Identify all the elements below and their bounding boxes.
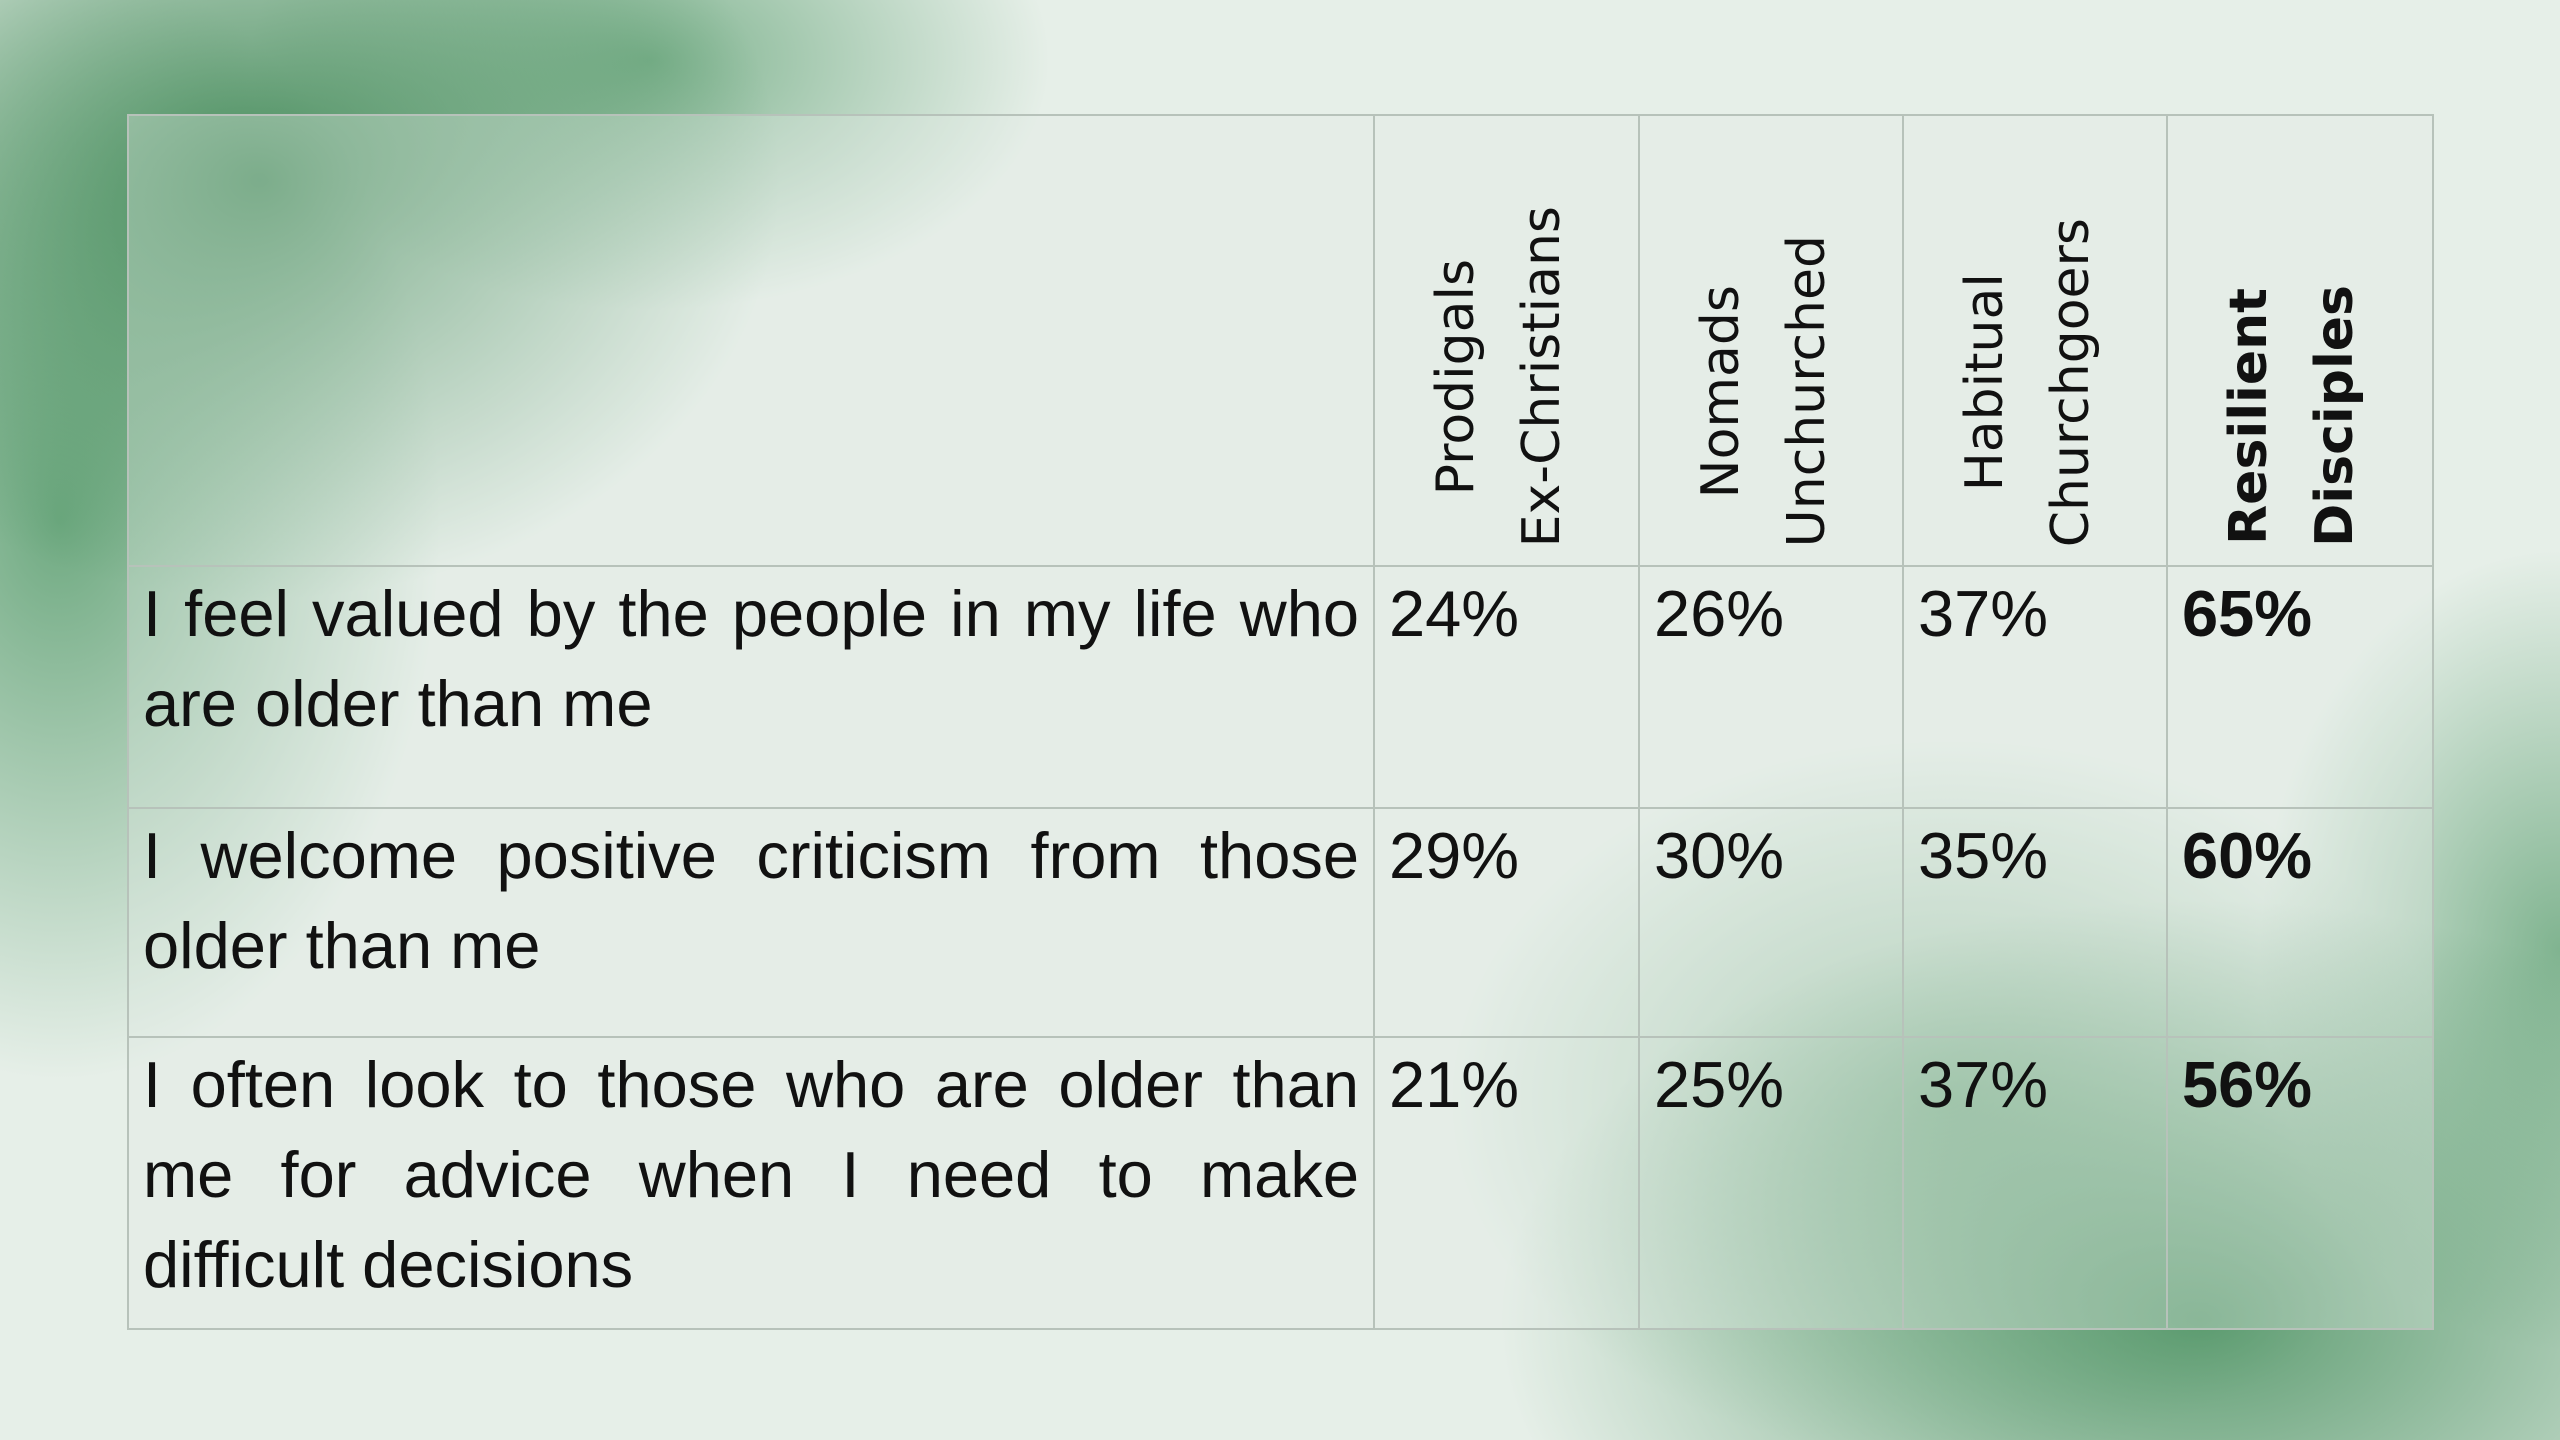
statement-cell: I often look to those who are older than… bbox=[127, 1036, 1375, 1330]
header-row: Prodigals Ex-Christians Nomads Unchurched Ha… bbox=[127, 114, 2434, 567]
empty-corner bbox=[127, 114, 1375, 567]
column-header: Prodigals Ex-Christians bbox=[1373, 114, 1640, 567]
percent-cell: 35% bbox=[1902, 807, 2168, 1038]
header-label: Prodigals Ex-Christians bbox=[1413, 206, 1585, 547]
percent-cell: 30% bbox=[1638, 807, 1904, 1038]
table-row: I feel valued by the people in my life w… bbox=[127, 565, 2434, 809]
header-line: Habitual bbox=[1955, 273, 2015, 492]
column-header: Habitual Churchgoers bbox=[1902, 114, 2168, 567]
header-line: Churchgoers bbox=[2041, 217, 2101, 547]
statement-cell: I welcome positive criticism from those … bbox=[127, 807, 1375, 1038]
header-line: Prodigals bbox=[1426, 258, 1486, 495]
percent-cell: 25% bbox=[1638, 1036, 1904, 1330]
percent-cell: 24% bbox=[1373, 565, 1640, 809]
header-label: Habitual Churchgoers bbox=[1942, 218, 2114, 547]
header-line: Unchurched bbox=[1777, 234, 1837, 547]
column-header: Resilient Disciples bbox=[2166, 114, 2434, 567]
header-line: Disciples bbox=[2305, 285, 2365, 547]
header-line: Ex-Christians bbox=[1512, 205, 1572, 547]
percent-cell: 37% bbox=[1902, 565, 2168, 809]
survey-table: Prodigals Ex-Christians Nomads Unchurched Ha… bbox=[127, 114, 2434, 1330]
table-row: I welcome positive criticism from those … bbox=[127, 807, 2434, 1038]
percent-cell: 56% bbox=[2166, 1036, 2434, 1330]
percent-cell: 37% bbox=[1902, 1036, 2168, 1330]
header-line: Resilient bbox=[2219, 287, 2279, 545]
percent-cell: 21% bbox=[1373, 1036, 1640, 1330]
header-label: Resilient Disciples bbox=[2206, 285, 2378, 547]
column-header: Nomads Unchurched bbox=[1638, 114, 1904, 567]
header-line: Nomads bbox=[1691, 284, 1751, 498]
statement-cell: I feel valued by the people in my life w… bbox=[127, 565, 1375, 809]
percent-cell: 60% bbox=[2166, 807, 2434, 1038]
percent-cell: 29% bbox=[1373, 807, 1640, 1038]
header-label: Nomads Unchurched bbox=[1678, 235, 1850, 547]
percent-cell: 65% bbox=[2166, 565, 2434, 809]
percent-cell: 26% bbox=[1638, 565, 1904, 809]
table-row: I often look to those who are older than… bbox=[127, 1036, 2434, 1330]
